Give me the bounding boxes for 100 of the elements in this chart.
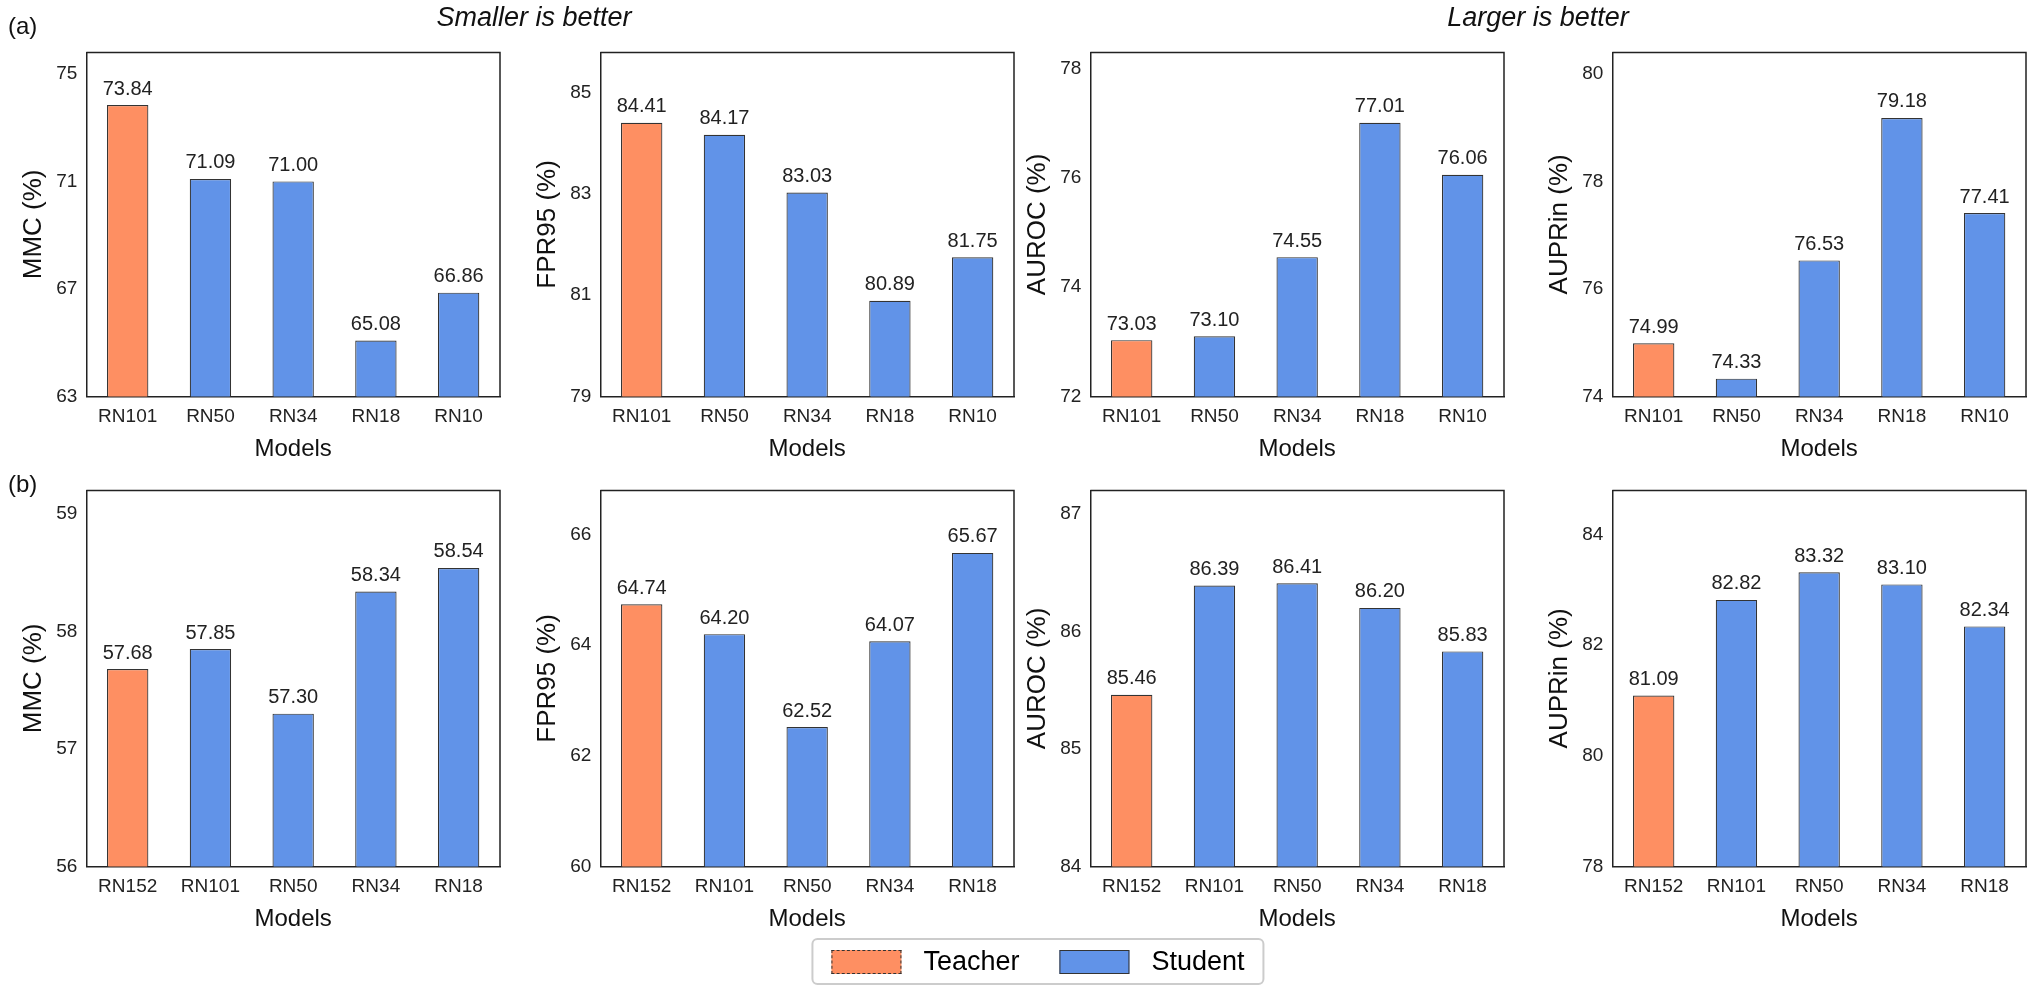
data-label: 82.82 (1711, 571, 1762, 594)
y-tick-label: 80 (1582, 744, 1604, 766)
data-label: 71.00 (268, 152, 319, 175)
x-tick-label: RN10 (1438, 405, 1487, 427)
x-tick-label: RN34 (782, 405, 832, 427)
data-label: 86.41 (1272, 554, 1323, 577)
y-tick-label: 75 (56, 62, 78, 84)
x-axis-title: Models (768, 434, 846, 462)
data-label: 64.74 (616, 575, 667, 598)
y-tick-label: 82 (1582, 633, 1604, 655)
x-tick-label: RN10 (1960, 405, 2009, 427)
data-label: 81.75 (947, 228, 998, 251)
x-tick-label: RN18 (1877, 405, 1927, 427)
y-tick-label: 59 (56, 502, 78, 524)
y-tick-label: 85 (570, 81, 592, 103)
y-axis-title: AUROC (%) (1020, 153, 1051, 296)
x-tick-label: RN50 (1190, 405, 1239, 427)
data-label: 81.09 (1628, 667, 1679, 690)
data-label: 71.09 (185, 150, 236, 173)
x-tick-label: RN50 (1272, 875, 1322, 897)
y-tick-label: 74 (1582, 384, 1604, 406)
y-axis-title: FPR95 (%) (530, 614, 561, 743)
y-axis-title: MMC (%) (16, 623, 47, 734)
legend-label: Teacher (923, 946, 1020, 977)
data-label: 76.06 (1437, 146, 1488, 169)
x-tick-label: RN10 (434, 405, 483, 427)
y-tick-label: 78 (1060, 57, 1082, 79)
legend-label: Student (1151, 946, 1245, 977)
data-label: 64.20 (699, 605, 750, 628)
x-tick-label: RN18 (1438, 875, 1487, 897)
data-label: 76.53 (1794, 231, 1845, 254)
x-tick-label: RN18 (434, 875, 483, 897)
x-tick-label: RN152 (1102, 875, 1162, 897)
data-label: 86.20 (1354, 579, 1405, 602)
data-label: 74.99 (1628, 314, 1679, 337)
y-tick-label: 67 (56, 277, 78, 299)
data-label: 57.30 (268, 685, 319, 708)
x-tick-label: RN101 (180, 875, 241, 897)
data-label: 57.68 (102, 640, 153, 663)
data-label: 84.17 (699, 106, 750, 129)
x-axis-title: Models (254, 434, 332, 462)
x-tick-label: RN18 (351, 405, 401, 427)
y-tick-label: 74 (1060, 275, 1082, 297)
y-tick-label: 78 (1582, 169, 1604, 191)
y-tick-label: 58 (56, 619, 78, 641)
y-tick-label: 71 (56, 169, 78, 191)
x-tick-label: RN101 (1184, 875, 1245, 897)
x-tick-label: RN101 (98, 405, 158, 427)
data-label: 65.67 (947, 524, 998, 547)
data-label: 65.08 (350, 312, 401, 335)
x-tick-label: RN18 (1960, 875, 2009, 897)
x-tick-label: RN101 (694, 875, 755, 897)
text: (b) (8, 470, 38, 498)
data-label: 77.01 (1354, 94, 1405, 117)
data-label: 74.33 (1711, 350, 1762, 373)
y-tick-label: 72 (1060, 384, 1082, 406)
data-label: 83.03 (782, 164, 833, 187)
y-axis-title: AUPRin (%) (1542, 608, 1573, 749)
x-axis-title: Models (254, 904, 332, 932)
text: (a) (8, 12, 38, 40)
x-tick-label: RN50 (782, 875, 832, 897)
x-tick-label: RN101 (612, 405, 672, 427)
data-label: 57.85 (185, 620, 236, 643)
x-tick-label: RN34 (351, 875, 401, 897)
data-label: 85.46 (1106, 666, 1157, 689)
y-tick-label: 56 (56, 854, 78, 876)
x-axis-title: Models (768, 904, 846, 932)
y-tick-label: 60 (570, 854, 592, 876)
data-label: 83.32 (1794, 543, 1845, 566)
y-tick-label: 80 (1582, 62, 1604, 84)
data-label: 84.41 (616, 94, 667, 117)
x-tick-label: RN101 (1102, 405, 1162, 427)
y-tick-label: 83 (570, 182, 592, 204)
y-tick-label: 57 (56, 737, 78, 759)
y-axis-title: FPR95 (%) (530, 160, 561, 289)
x-axis-title: Models (1780, 904, 1858, 932)
data-label: 73.10 (1189, 307, 1240, 330)
y-axis-title: MMC (%) (16, 169, 47, 280)
x-tick-label: RN18 (1355, 405, 1405, 427)
x-tick-label: RN50 (186, 405, 235, 427)
data-label: 83.10 (1876, 555, 1927, 578)
y-axis-title: AUPRin (%) (1542, 154, 1573, 295)
y-tick-label: 66 (570, 522, 592, 544)
y-axis-title: AUROC (%) (1020, 607, 1051, 750)
x-tick-label: RN50 (1794, 875, 1844, 897)
x-tick-label: RN34 (1877, 875, 1927, 897)
y-tick-label: 64 (570, 633, 592, 655)
x-tick-label: RN101 (1624, 405, 1684, 427)
data-label: 58.34 (350, 562, 401, 585)
data-label: 79.18 (1876, 89, 1927, 112)
data-label: 80.89 (864, 272, 915, 295)
y-tick-label: 87 (1060, 502, 1082, 524)
y-tick-label: 76 (1582, 277, 1604, 299)
x-tick-label: RN50 (1712, 405, 1761, 427)
x-tick-label: RN18 (865, 405, 915, 427)
x-axis-title: Models (1258, 434, 1336, 462)
x-tick-label: RN34 (865, 875, 915, 897)
x-tick-label: RN18 (948, 875, 997, 897)
data-label: 82.34 (1959, 597, 2010, 620)
x-tick-label: RN10 (948, 405, 997, 427)
